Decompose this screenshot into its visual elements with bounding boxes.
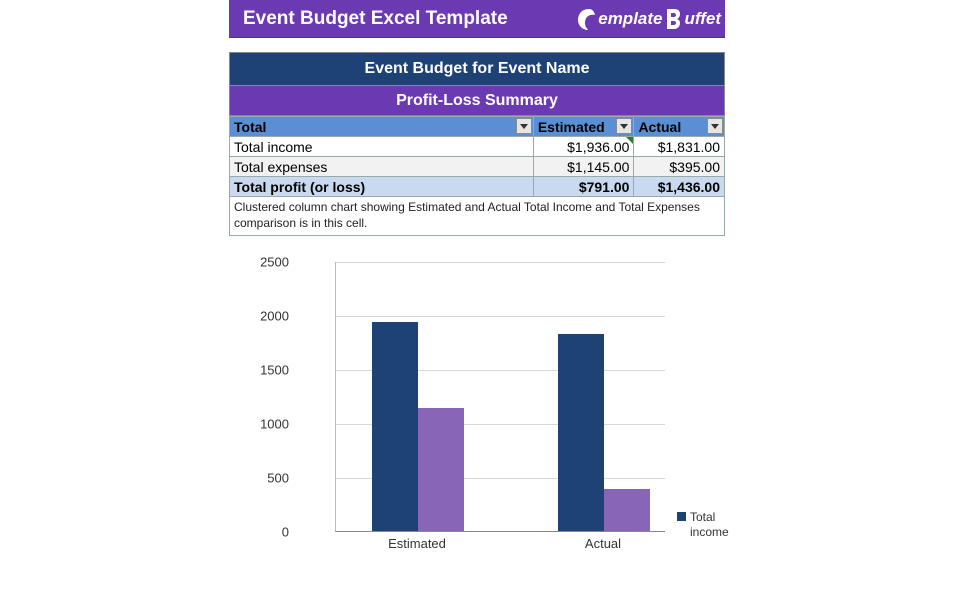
filter-dropdown-icon[interactable] xyxy=(616,118,632,134)
row-actual: $395.00 xyxy=(634,157,725,177)
chart-bar xyxy=(604,489,650,532)
x-axis-category-label: Actual xyxy=(557,536,649,551)
spreadsheet-region: Event Budget Excel Template emplate uffe… xyxy=(229,0,725,572)
chart-plot-area xyxy=(335,262,665,532)
col-header-estimated[interactable]: Estimated xyxy=(533,117,634,137)
row-estimated: $1,145.00 xyxy=(533,157,634,177)
chart-bar xyxy=(418,408,464,532)
table-row[interactable]: Total income$1,936.00$1,831.00 xyxy=(230,137,725,157)
row-estimated: $791.00 xyxy=(533,177,634,197)
legend-label: Total income xyxy=(690,510,729,539)
table-header-row: Total Estimated Actual xyxy=(230,117,725,137)
filter-dropdown-icon[interactable] xyxy=(516,118,532,134)
logo-word1: emplate xyxy=(598,9,662,29)
table-row[interactable]: Total profit (or loss)$791.00$1,436.00 xyxy=(230,177,725,197)
logo-word2: uffet xyxy=(684,9,721,29)
col-header-actual-label: Actual xyxy=(638,119,681,135)
section-bar: Profit-Loss Summary xyxy=(229,86,725,116)
clustered-column-chart: Total income 05001000150020002500Estimat… xyxy=(229,262,725,572)
chart-legend: Total income xyxy=(677,510,729,539)
row-label: Total profit (or loss) xyxy=(230,177,534,197)
chart-bar xyxy=(372,322,418,531)
y-axis-tick-label: 1000 xyxy=(229,417,289,432)
row-actual: $1,436.00 xyxy=(634,177,725,197)
y-axis-tick-label: 0 xyxy=(229,525,289,540)
brand-logo: emplate uffet xyxy=(575,6,721,32)
subtitle-text: Event Budget for Event Name xyxy=(365,60,590,78)
y-axis-tick-label: 2000 xyxy=(229,309,289,324)
logo-b-icon xyxy=(663,6,683,32)
x-axis-category-label: Estimated xyxy=(371,536,463,551)
subtitle-bar: Event Budget for Event Name xyxy=(229,52,725,86)
section-text: Profit-Loss Summary xyxy=(396,92,558,110)
y-axis-tick-label: 1500 xyxy=(229,363,289,378)
y-axis-tick-label: 2500 xyxy=(229,255,289,270)
col-header-total[interactable]: Total xyxy=(230,117,534,137)
col-header-estimated-label: Estimated xyxy=(538,119,605,135)
spacer xyxy=(229,38,725,52)
row-label: Total expenses xyxy=(230,157,534,177)
row-actual: $1,831.00 xyxy=(634,137,725,157)
logo-swirl-icon xyxy=(575,6,597,32)
table-row[interactable]: Total expenses$1,145.00$395.00 xyxy=(230,157,725,177)
chart-note: Clustered column chart showing Estimated… xyxy=(229,197,725,236)
legend-swatch xyxy=(677,512,686,521)
col-header-total-label: Total xyxy=(234,119,266,135)
chart-bar xyxy=(558,334,604,532)
y-axis-tick-label: 500 xyxy=(229,471,289,486)
summary-table: Total Estimated Actual Total income$1,93… xyxy=(229,116,725,197)
row-estimated: $1,936.00 xyxy=(533,137,634,157)
col-header-actual[interactable]: Actual xyxy=(634,117,725,137)
filter-dropdown-icon[interactable] xyxy=(707,118,723,134)
title-bar: Event Budget Excel Template emplate uffe… xyxy=(229,0,725,38)
title-text: Event Budget Excel Template xyxy=(243,8,508,30)
row-label: Total income xyxy=(230,137,534,157)
